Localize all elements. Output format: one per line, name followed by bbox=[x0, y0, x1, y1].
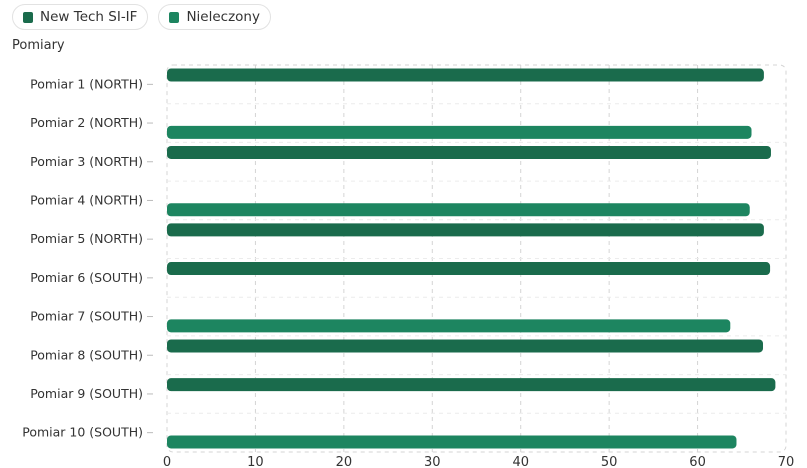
y-tick-label: Pomiar 7 (SOUTH) bbox=[30, 309, 143, 324]
x-tick-label: 0 bbox=[163, 455, 171, 468]
legend-swatch-new-tech bbox=[23, 11, 33, 23]
y-axis-title: Pomiary bbox=[12, 38, 65, 53]
x-tick-label: 70 bbox=[778, 455, 795, 468]
x-tick-label: 40 bbox=[512, 455, 529, 468]
bar-new-tech-6[interactable] bbox=[167, 262, 771, 276]
legend-item-nieleczony[interactable]: Nieleczony bbox=[158, 4, 271, 30]
y-tick-label: Pomiar 9 (SOUTH) bbox=[30, 386, 143, 401]
x-tick-label: 20 bbox=[336, 455, 353, 468]
y-axis-ticks: Pomiar 1 (NORTH) Pomiar 2 (NORTH) Pomiar 3… bbox=[22, 76, 153, 440]
y-tick-label: Pomiar 2 (NORTH) bbox=[30, 115, 143, 130]
bar-nieleczony-4[interactable] bbox=[167, 203, 750, 217]
y-tick-label: Pomiar 3 (NORTH) bbox=[30, 154, 143, 169]
x-axis-ticks: 0 10 20 30 40 50 60 70 bbox=[163, 455, 794, 468]
bar-new-tech-1[interactable] bbox=[167, 68, 764, 82]
y-tick-label: Pomiar 5 (NORTH) bbox=[30, 231, 143, 246]
x-tick-label: 10 bbox=[247, 455, 264, 468]
bar-new-tech-3[interactable] bbox=[167, 145, 771, 159]
y-tick-label: Pomiar 6 (SOUTH) bbox=[30, 270, 143, 285]
y-tick-label: Pomiar 1 (NORTH) bbox=[30, 76, 143, 91]
bar-new-tech-5[interactable] bbox=[167, 223, 764, 237]
y-tick-label: Pomiar 10 (SOUTH) bbox=[22, 425, 143, 440]
legend-label-new-tech: New Tech SI-IF bbox=[40, 9, 138, 25]
legend: New Tech SI-IF Nieleczony bbox=[12, 4, 271, 30]
bar-new-tech-9[interactable] bbox=[167, 378, 776, 392]
x-tick-label: 60 bbox=[689, 455, 706, 468]
bar-nieleczony-10[interactable] bbox=[167, 435, 737, 449]
grid bbox=[166, 64, 787, 453]
bar-new-tech-8[interactable] bbox=[167, 339, 764, 353]
legend-swatch-nieleczony bbox=[169, 11, 180, 23]
x-tick-label: 30 bbox=[424, 455, 441, 468]
bar-nieleczony-7[interactable] bbox=[167, 319, 731, 333]
legend-item-new-tech[interactable]: New Tech SI-IF bbox=[12, 4, 149, 30]
x-tick-label: 50 bbox=[601, 455, 618, 468]
y-tick-label: Pomiar 8 (SOUTH) bbox=[30, 347, 143, 362]
plot-frame bbox=[166, 64, 787, 453]
y-tick-label: Pomiar 4 (NORTH) bbox=[30, 192, 143, 207]
legend-label-nieleczony: Nieleczony bbox=[186, 9, 260, 25]
bar-nieleczony-2[interactable] bbox=[167, 125, 752, 139]
bars bbox=[167, 68, 776, 449]
